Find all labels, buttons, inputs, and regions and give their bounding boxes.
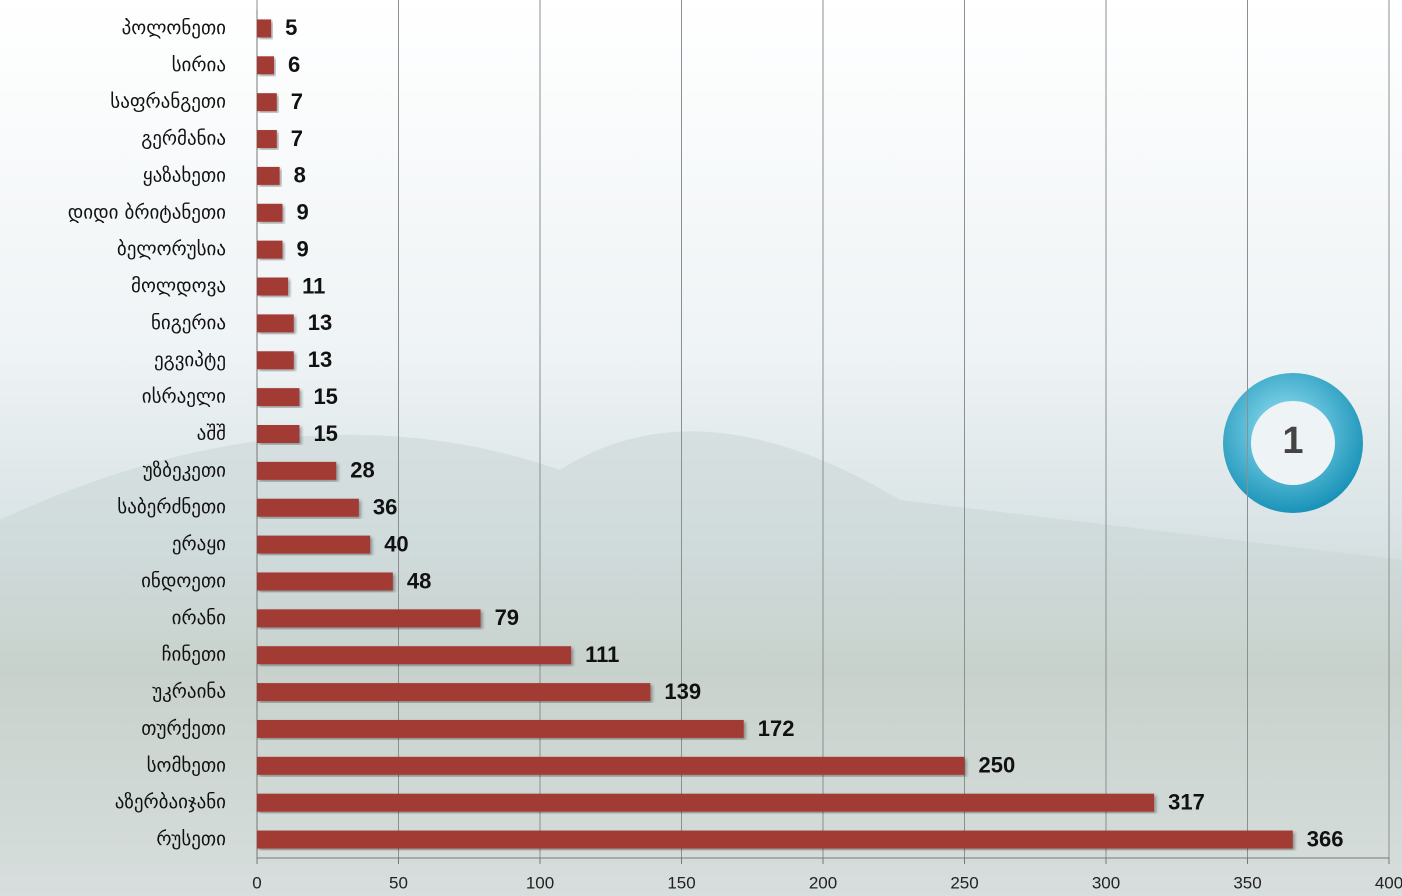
- value-label: 13: [308, 310, 332, 335]
- x-tick-label: 300: [1092, 873, 1120, 892]
- bar: [257, 646, 571, 664]
- y-tick-label: მოლდოვა: [131, 275, 226, 297]
- bar: [257, 462, 336, 480]
- bar: [257, 683, 650, 701]
- bar: [257, 351, 294, 369]
- y-tick-label: უზბეკეთი: [143, 459, 226, 481]
- chart: 1 0 50 100 150 200 250 300 350 400 პოლონეთი 5 სირია…: [0, 0, 1402, 896]
- badge-label: 1: [1282, 420, 1303, 462]
- value-label: 317: [1168, 790, 1205, 815]
- x-tick-label: 250: [950, 873, 978, 892]
- bar: [257, 572, 393, 590]
- bar: [257, 19, 271, 37]
- value-label: 40: [384, 531, 408, 556]
- y-tick-label: ინდოეთი: [141, 570, 226, 592]
- value-label: 5: [285, 15, 297, 40]
- x-tick-label: 0: [252, 873, 261, 892]
- value-label: 172: [758, 716, 795, 741]
- x-tick-label: 400: [1375, 873, 1402, 892]
- y-tick-label: ეგვიპტე: [154, 349, 226, 371]
- bar: [257, 499, 359, 517]
- bar: [257, 314, 294, 332]
- x-tick-label: 100: [526, 873, 554, 892]
- value-label: 28: [350, 458, 374, 483]
- y-tick-label: ბელორუსია: [117, 238, 226, 260]
- value-label: 366: [1307, 826, 1344, 851]
- value-label: 13: [308, 347, 332, 372]
- bar: [257, 56, 274, 74]
- y-tick-label: აშშ: [197, 423, 226, 445]
- y-tick-label: ერაყი: [172, 533, 226, 555]
- x-tick-label: 200: [809, 873, 837, 892]
- y-tick-label: ყაზახეთი: [143, 164, 226, 186]
- value-label: 6: [288, 52, 300, 77]
- y-tick-label: საფრანგეთი: [110, 91, 226, 113]
- bar: [257, 425, 299, 443]
- y-tick-label: სირია: [172, 54, 226, 76]
- y-tick-label: უკრაინა: [152, 681, 226, 703]
- y-tick-label: ჩინეთი: [162, 644, 226, 666]
- value-label: 139: [664, 679, 701, 704]
- value-label: 36: [373, 495, 397, 520]
- x-tick-label: 350: [1233, 873, 1261, 892]
- badge: 1: [1223, 373, 1363, 513]
- x-tick-label: 50: [389, 873, 408, 892]
- bar: [257, 536, 370, 554]
- value-label: 48: [407, 568, 431, 593]
- bar: [257, 794, 1154, 812]
- x-tick-label: 150: [667, 873, 695, 892]
- value-label: 250: [979, 753, 1016, 778]
- bar: [257, 278, 288, 296]
- page: 1 0 50 100 150 200 250 300 350 400 პოლონეთი 5 სირია…: [0, 0, 1402, 896]
- value-label: 79: [495, 605, 519, 630]
- y-tick-label: თურქეთი: [141, 717, 226, 739]
- y-tick-label: რუსეთი: [156, 828, 226, 850]
- value-label: 7: [291, 89, 303, 114]
- bar: [257, 93, 277, 111]
- bar: [257, 204, 282, 222]
- bar: [257, 130, 277, 148]
- bar: [257, 167, 280, 185]
- value-label: 9: [296, 200, 308, 225]
- value-label: 15: [313, 384, 337, 409]
- y-tick-label: ირანი: [172, 607, 226, 629]
- bar: [257, 720, 744, 738]
- y-tick-label: გერმანია: [141, 128, 226, 150]
- bar: [257, 388, 299, 406]
- value-label: 7: [291, 126, 303, 151]
- bar: [257, 609, 481, 627]
- y-tick-label: აზერბაიჯანი: [115, 791, 226, 813]
- value-label: 8: [294, 163, 306, 188]
- value-label: 111: [585, 642, 619, 667]
- y-tick-label: ისრაელი: [142, 386, 226, 408]
- y-tick-label: საბერძნეთი: [117, 496, 226, 518]
- value-label: 9: [296, 236, 308, 261]
- value-label: 11: [302, 273, 325, 298]
- value-label: 15: [313, 421, 337, 446]
- y-tick-label: დიდი ბრიტანეთი: [68, 201, 226, 223]
- y-tick-label: ნიგერია: [151, 312, 226, 334]
- y-tick-label: პოლონეთი: [122, 17, 226, 39]
- bar: [257, 831, 1293, 849]
- bar: [257, 757, 965, 775]
- bar: [257, 241, 282, 259]
- y-tick-label: სომხეთი: [147, 754, 226, 776]
